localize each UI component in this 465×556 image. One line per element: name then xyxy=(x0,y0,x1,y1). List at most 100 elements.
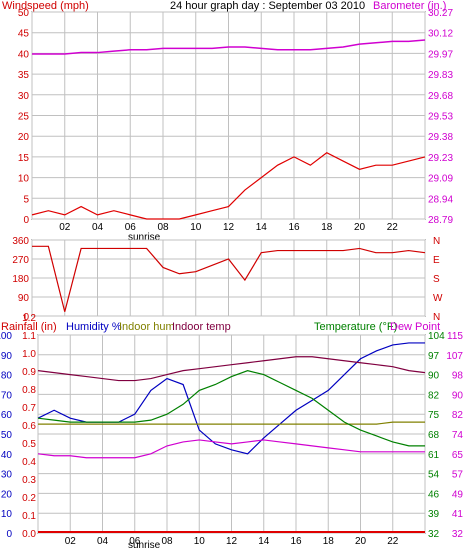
dewpoint-axis: 32 41 49 57 65 74 82 90 98 107 115 xyxy=(446,331,463,540)
windspeed-tick-label: 35 xyxy=(18,70,30,81)
temp-hum-series xyxy=(37,342,426,533)
barometer-axis: 28.79 28.94 29.09 29.23 29.38 29.53 29.68 29.83… xyxy=(428,8,453,226)
dewpoint-tick-label: 107 xyxy=(446,351,463,362)
temperature-tick-label: 75 xyxy=(428,410,440,421)
hour-tick-label: 20 xyxy=(354,222,366,233)
rainfall-tick-label: 0.3 xyxy=(22,475,36,486)
x-axis-hours-bottom: 02 04 06 08 10 12 14 16 18 20 22 xyxy=(65,536,399,547)
dewpoint-tick-label: 90 xyxy=(452,390,464,401)
rainfall-tick-label: 0.7 xyxy=(22,403,36,414)
barometer-tick-label: 30.27 xyxy=(428,8,453,19)
temperature-tick-label: 97 xyxy=(428,351,440,362)
barometer-tick-label: 29.97 xyxy=(428,49,453,60)
rainfall-tick-label: 1.0 xyxy=(22,349,36,360)
rainfall-axis-title: Rainfall (in) xyxy=(1,321,57,333)
temperature-tick-label: 90 xyxy=(428,371,440,382)
direction-degree-tick: 0 xyxy=(23,312,29,323)
windspeed-tick-label: 15 xyxy=(18,153,30,164)
hour-tick-label: 12 xyxy=(223,222,235,233)
sunrise-label-bottom: sunrise xyxy=(128,540,161,551)
windspeed-tick-label: 5 xyxy=(23,194,29,205)
humidity-tick-label: 0 xyxy=(6,529,12,540)
rainfall-tick-label: 0.2 xyxy=(22,493,36,504)
rainfall-tick-label: 1.1 xyxy=(22,331,36,342)
rainfall-tick-label: 1.2 xyxy=(22,313,36,324)
humidity-tick-label: 20 xyxy=(1,489,13,500)
dewpoint-tick-label: 65 xyxy=(452,450,464,461)
wind-direction-degree-axis: 0 90 180 270 360 xyxy=(12,236,29,323)
barometer-tick-label: 29.83 xyxy=(428,70,453,81)
hour-tick-label: 20 xyxy=(355,536,367,547)
temperature-tick-label: 82 xyxy=(428,390,440,401)
windspeed-axis: 0 5 10 15 20 25 30 35 40 45 50 xyxy=(18,8,30,226)
direction-compass-tick: N xyxy=(433,312,440,323)
hour-tick-label: 10 xyxy=(194,536,206,547)
wind-baro-grid xyxy=(31,11,426,220)
dewpoint-tick-label: 74 xyxy=(452,430,464,441)
x-axis-hours-top: 02 04 06 08 10 12 14 16 18 20 22 xyxy=(59,222,398,233)
humidity-tick-label: 80 xyxy=(1,371,13,382)
direction-compass-tick: E xyxy=(433,255,440,266)
windspeed-tick-label: 0 xyxy=(23,215,29,226)
indoor-hum-line xyxy=(38,421,425,425)
barometer-tick-label: 29.68 xyxy=(428,91,453,102)
wind-direction-grid xyxy=(31,239,426,317)
hour-tick-label: 10 xyxy=(190,222,202,233)
hour-tick-label: 16 xyxy=(290,536,302,547)
temperature-tick-label: 32 xyxy=(428,529,440,540)
humidity-tick-label: 50 xyxy=(1,430,13,441)
temperature-line xyxy=(37,370,425,447)
rainfall-tick-label: 0.0 xyxy=(22,529,36,540)
dewpoint-tick-label: 82 xyxy=(452,410,464,421)
rainfall-tick-label: 0.9 xyxy=(22,367,36,378)
direction-compass-tick: S xyxy=(433,274,440,285)
humidity-tick-label: 40 xyxy=(1,450,13,461)
dewpoint-axis-title: Dew Point xyxy=(390,321,440,333)
direction-degree-tick: 360 xyxy=(12,236,29,247)
humidity-tick-label: 60 xyxy=(1,410,13,421)
barometer-tick-label: 28.94 xyxy=(428,194,453,205)
windspeed-tick-label: 20 xyxy=(18,132,30,143)
windspeed-tick-label: 25 xyxy=(18,112,30,123)
rainfall-axis: 0.0 0.1 0.2 0.3 0.4 0.5 0.6 0.7 0.8 0.9 1.0 1.1 1.2 xyxy=(22,313,36,540)
windspeed-tick-label: 50 xyxy=(18,8,30,19)
barometer-tick-label: 29.53 xyxy=(428,112,453,123)
temperature-axis: 32 39 46 54 61 68 75 82 90 97 104 xyxy=(428,331,445,540)
temperature-axis-title: Temperature (°F) xyxy=(314,321,397,333)
rainfall-tick-label: 0.4 xyxy=(22,457,36,468)
windspeed-axis-title: Windspeed (mph) xyxy=(2,0,89,12)
humidity-tick-label: 70 xyxy=(1,390,13,401)
dew-point-line xyxy=(37,439,425,459)
windspeed-tick-label: 30 xyxy=(18,91,30,102)
hour-tick-label: 08 xyxy=(157,222,169,233)
windspeed-tick-label: 40 xyxy=(18,49,30,60)
rainfall-tick-label: 0.6 xyxy=(22,421,36,432)
rainfall-tick-label: 0.8 xyxy=(22,385,36,396)
direction-degree-tick: 270 xyxy=(12,255,29,266)
dewpoint-tick-label: 115 xyxy=(447,331,463,342)
windspeed-tick-label: 10 xyxy=(18,174,30,185)
direction-degree-tick: 180 xyxy=(12,274,29,285)
barometer-tick-label: 28.79 xyxy=(428,215,453,226)
barometer-tick-label: 30.12 xyxy=(428,29,453,40)
wind-direction-line xyxy=(32,245,426,312)
temperature-tick-label: 46 xyxy=(428,489,440,500)
humidity-axis: 0 10 20 30 40 50 60 70 80 90 100 xyxy=(0,331,12,540)
hour-tick-label: 14 xyxy=(256,222,268,233)
chart-title: 24 hour graph day : September 03 2010 xyxy=(170,0,365,12)
hour-tick-label: 04 xyxy=(92,222,104,233)
indoor-hum-title: Indoor hum xyxy=(119,321,175,333)
barometer-tick-label: 29.23 xyxy=(428,153,453,164)
hour-tick-label: 18 xyxy=(321,222,333,233)
sunrise-label-top: sunrise xyxy=(128,232,161,243)
hour-tick-label: 22 xyxy=(387,222,399,233)
dewpoint-tick-label: 32 xyxy=(452,529,464,540)
humidity-tick-label: 90 xyxy=(1,351,13,362)
hour-tick-label: 18 xyxy=(323,536,335,547)
rainfall-tick-label: 0.1 xyxy=(22,511,36,522)
hour-tick-label: 22 xyxy=(387,536,399,547)
dewpoint-tick-label: 57 xyxy=(452,470,464,481)
indoor-temp-title: Indoor temp xyxy=(172,321,231,333)
barometer-axis-title: Barometer (in.) xyxy=(373,0,446,12)
dewpoint-tick-label: 98 xyxy=(452,371,464,382)
